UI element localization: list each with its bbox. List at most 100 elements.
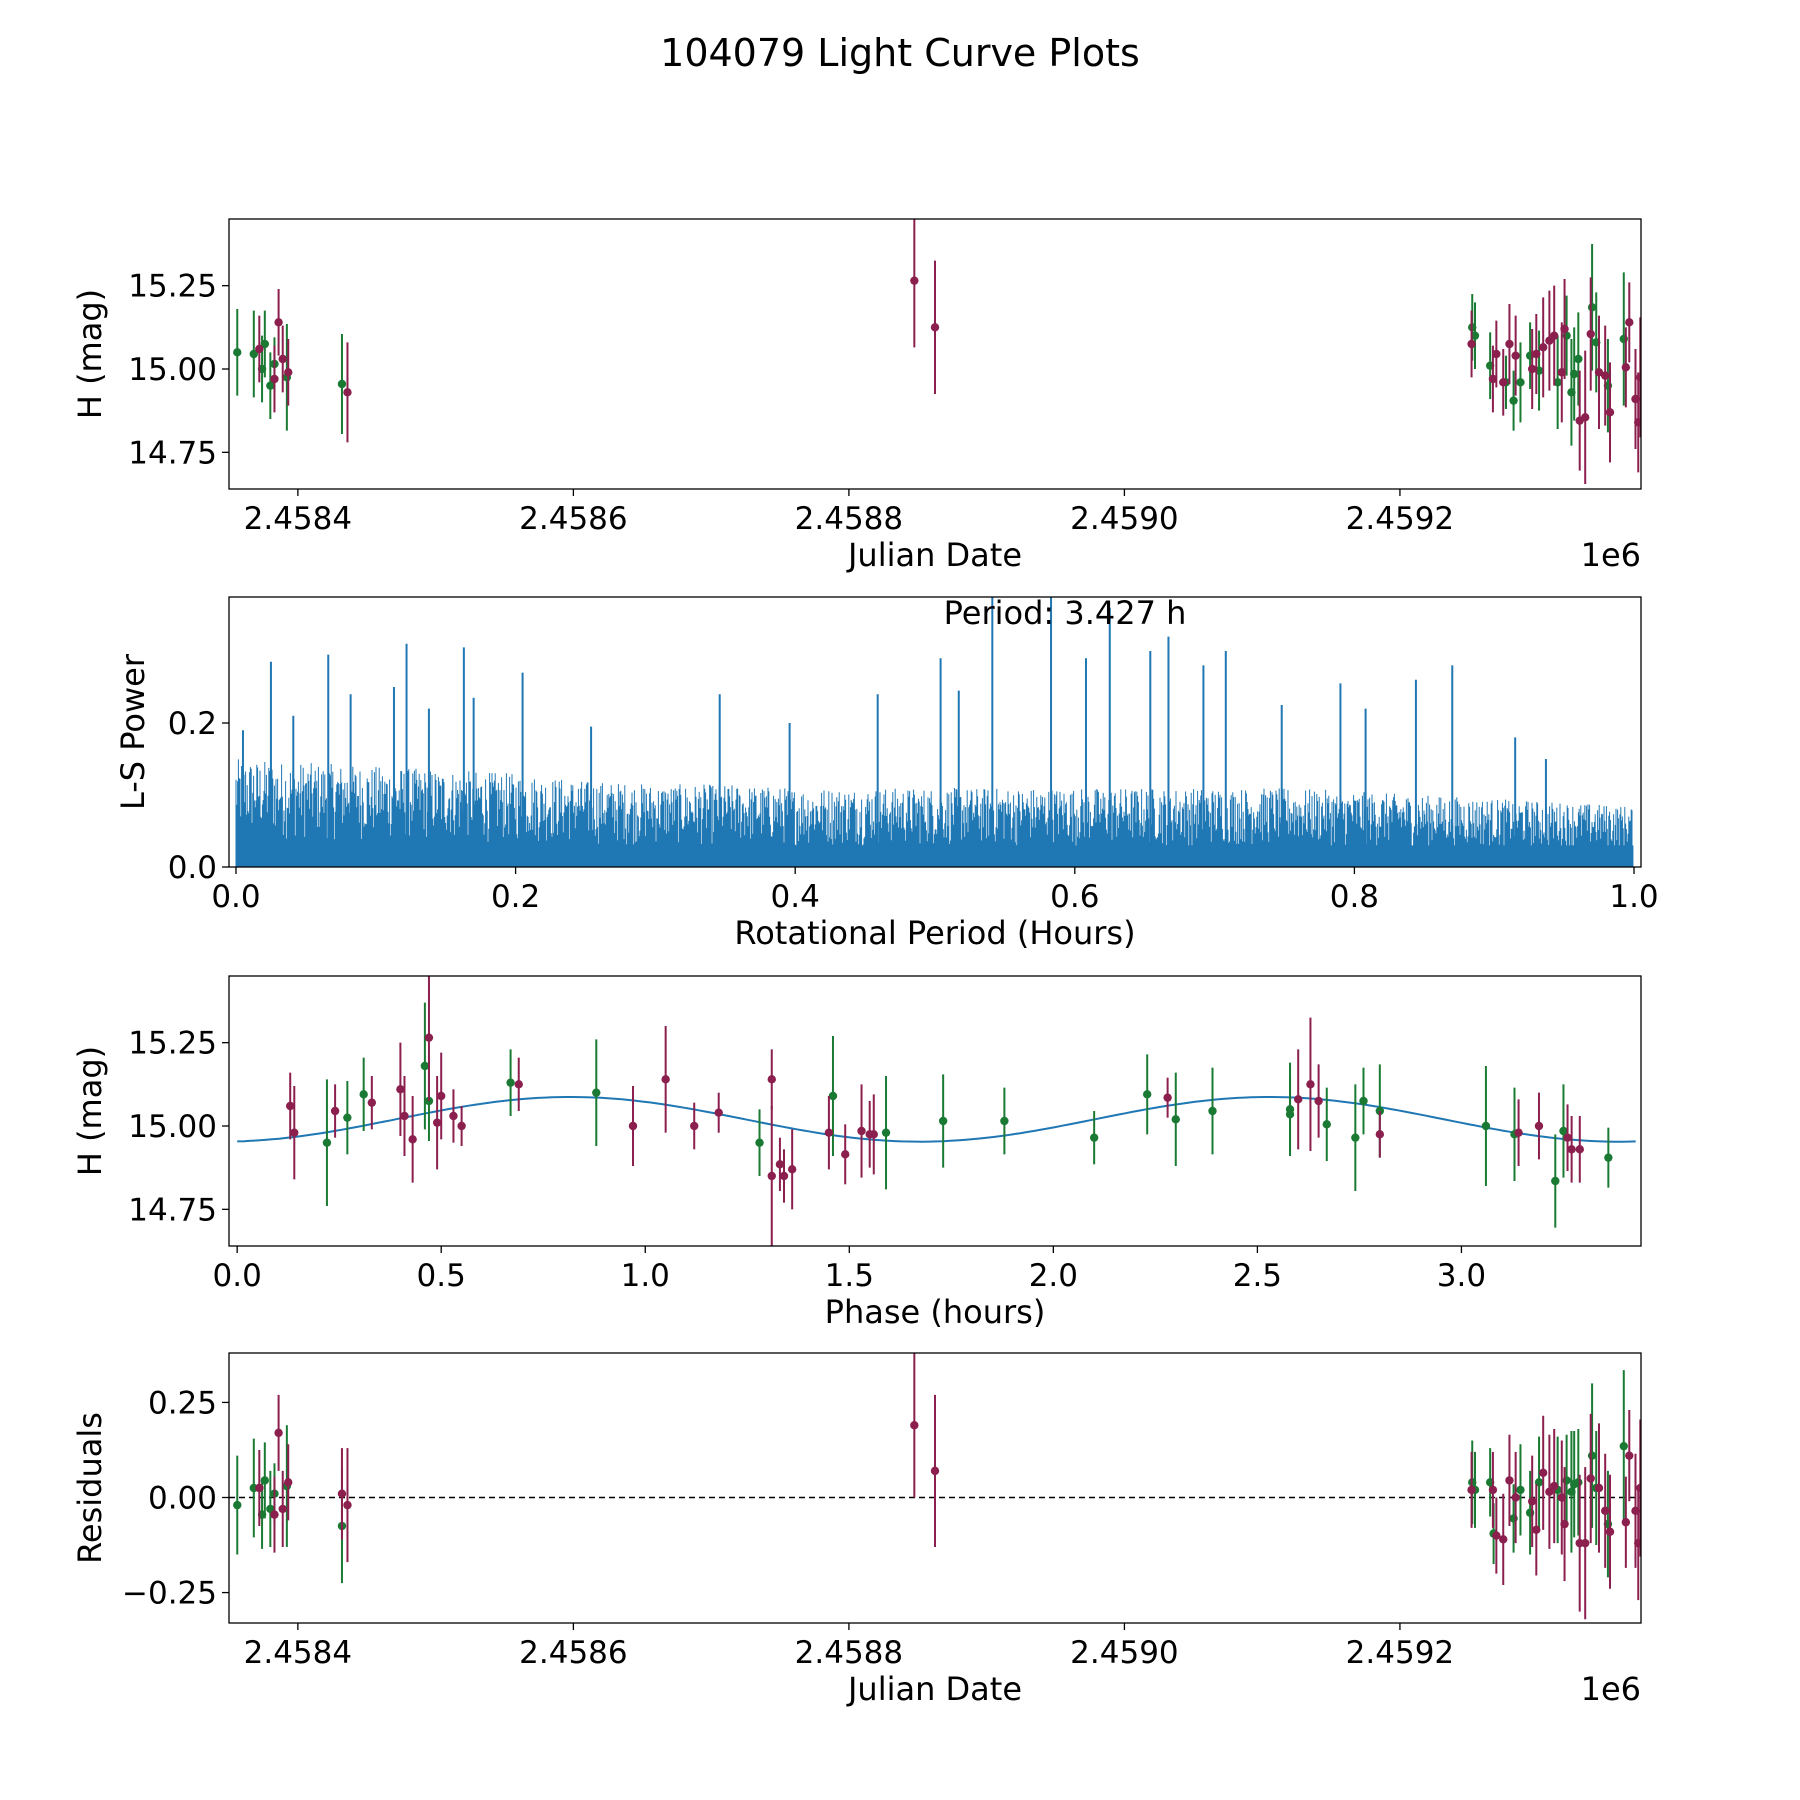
data-point [1600, 371, 1610, 380]
data-point [661, 1075, 670, 1084]
x-tick-label: 2.4592 [1346, 501, 1454, 537]
data-point [1605, 1527, 1615, 1536]
data-point [1553, 378, 1562, 387]
data-point [1587, 303, 1597, 312]
x-axis-label: Julian Date [846, 1670, 1022, 1708]
data-point [1306, 1080, 1315, 1089]
data-point [1567, 1145, 1576, 1154]
data-point [408, 1135, 417, 1144]
data-point [1600, 1506, 1610, 1516]
data-point [1492, 349, 1501, 359]
data-point [1625, 318, 1634, 327]
data-point [233, 348, 242, 357]
data-point [1545, 1487, 1554, 1497]
data-point [270, 1510, 279, 1519]
data-point [343, 1113, 352, 1122]
x-tick-label: 2.4588 [795, 501, 903, 537]
data-point [767, 1075, 776, 1084]
data-point [270, 374, 279, 384]
data-point [255, 1483, 264, 1493]
x-tick-label: 1.5 [825, 1258, 874, 1294]
y-tick-label: 15.00 [128, 1109, 217, 1145]
y-tick-label: 15.25 [128, 1026, 217, 1062]
data-point [1351, 1133, 1360, 1142]
data-point [343, 388, 352, 397]
data-point [1581, 1538, 1590, 1548]
data-point [260, 339, 270, 349]
data-point [1492, 1531, 1501, 1540]
data-point [1470, 331, 1480, 340]
x-tick-label: 0.4 [771, 879, 820, 915]
data-point [367, 1098, 377, 1107]
data-point [1634, 1538, 1641, 1548]
y-axis-label: L-S Power [114, 653, 152, 810]
data-point [278, 1504, 287, 1514]
data-point [1527, 1497, 1537, 1506]
y-tick-label: 14.75 [128, 435, 217, 471]
data-point [1587, 1451, 1597, 1460]
data-point [1574, 1478, 1583, 1487]
x-tick-label: 2.0 [1029, 1258, 1078, 1294]
y-axis-label: H (mag) [71, 1046, 109, 1176]
data-point [1514, 1128, 1523, 1137]
data-point [337, 379, 347, 389]
x-tick-label: 2.4586 [519, 501, 627, 537]
x-axis-label: Julian Date [846, 536, 1022, 574]
data-point [1532, 349, 1541, 359]
y-tick-label: 0.00 [148, 1481, 217, 1517]
data-point [233, 1500, 242, 1510]
data-point [284, 368, 293, 377]
data-point [628, 1121, 638, 1131]
data-point [1574, 354, 1583, 364]
data-point [330, 1106, 340, 1116]
data-point [1538, 343, 1548, 352]
plot-area [229, 1353, 1641, 1620]
data-point [420, 1061, 430, 1071]
data-point [1488, 374, 1498, 384]
data-point [1594, 368, 1604, 377]
x-tick-label: 2.5 [1233, 1258, 1282, 1294]
data-point [274, 1428, 283, 1438]
data-point [775, 1160, 785, 1169]
data-point [260, 1476, 270, 1485]
data-point [881, 1128, 891, 1137]
data-point [1534, 1121, 1544, 1131]
x-tick-label: 1.0 [1609, 879, 1658, 915]
x-axis-label: Phase (hours) [825, 1293, 1046, 1331]
data-point [1621, 363, 1631, 372]
y-tick-label: −0.25 [122, 1576, 217, 1612]
data-point [1505, 339, 1514, 349]
data-point [506, 1078, 515, 1087]
axes-frame [228, 218, 1642, 490]
data-point [1559, 1126, 1568, 1136]
data-point [514, 1080, 523, 1089]
data-point [1581, 413, 1590, 422]
data-point [938, 1116, 948, 1126]
data-point [437, 1091, 446, 1101]
data-point [841, 1150, 850, 1159]
data-point [1636, 1483, 1641, 1493]
data-point [266, 381, 275, 390]
data-point [930, 1466, 940, 1476]
axes-frame [228, 596, 1642, 868]
data-point [1550, 331, 1559, 340]
data-point [1551, 1176, 1560, 1186]
data-point [1560, 324, 1569, 334]
data-point [337, 1489, 347, 1498]
axes-frame [228, 1352, 1642, 1624]
data-point [910, 1421, 919, 1430]
data-point [755, 1138, 764, 1147]
data-point [255, 344, 264, 354]
x-tick-label: 0.2 [491, 879, 540, 915]
data-point [400, 1111, 409, 1121]
data-point [1314, 1096, 1323, 1106]
data-point [1505, 1476, 1514, 1485]
data-point [424, 1033, 434, 1042]
data-point [457, 1121, 466, 1131]
data-point [1375, 1130, 1385, 1139]
data-point [1000, 1116, 1009, 1126]
data-point [1481, 1121, 1491, 1131]
y-tick-label: 0.25 [148, 1385, 217, 1421]
data-point [1586, 1474, 1595, 1483]
data-point [1467, 1485, 1476, 1495]
